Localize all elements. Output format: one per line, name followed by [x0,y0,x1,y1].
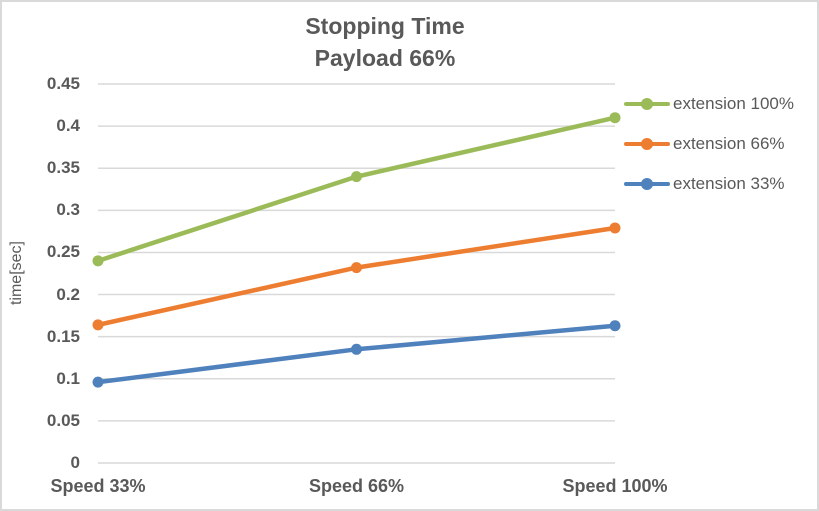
legend-label: extension 33% [673,174,785,193]
y-tick-label: 0.05 [46,410,80,430]
y-tick-label: 0.15 [46,326,80,346]
legend-marker-icon [641,178,653,190]
y-tick-label: 0.1 [56,368,80,388]
x-category-label: Speed 100% [562,476,668,496]
x-category-label: Speed 66% [308,476,405,496]
chart-title-line2: Payload 66% [314,45,456,71]
legend-item: extension 100% [624,92,794,116]
data-point [609,112,621,124]
data-point [92,376,104,388]
x-category-label: Speed 33% [50,476,146,496]
chart-title-line1: Stopping Time [305,13,465,39]
legend-marker-icon [641,138,653,150]
legend-marker-icon [641,98,653,110]
y-tick-label: 0.45 [46,74,80,93]
chart-title: Stopping Time Payload 66% [185,10,585,74]
y-tick-label: 0.2 [56,284,80,304]
y-tick-label: 0 [70,453,80,472]
y-tick-label: 0.3 [56,200,80,220]
y-tick-label: 0.35 [46,158,80,178]
legend-swatch-icon [624,178,670,190]
data-point [92,255,104,267]
legend-label: extension 100% [673,94,794,113]
data-point [351,343,362,355]
legend-item: extension 66% [624,132,785,156]
legend-swatch-icon [624,98,670,110]
y-tick-label: 0.4 [56,116,80,136]
data-point [609,222,621,234]
data-point [351,171,362,183]
data-point [609,320,621,332]
legend-item: extension 33% [624,172,785,196]
legend-swatch-icon [624,138,670,150]
data-point [92,319,104,331]
legend-label: extension 66% [673,134,785,153]
series-line-extension-66- [95,225,618,328]
data-point [351,262,362,274]
y-tick-label: 0.25 [46,242,80,262]
